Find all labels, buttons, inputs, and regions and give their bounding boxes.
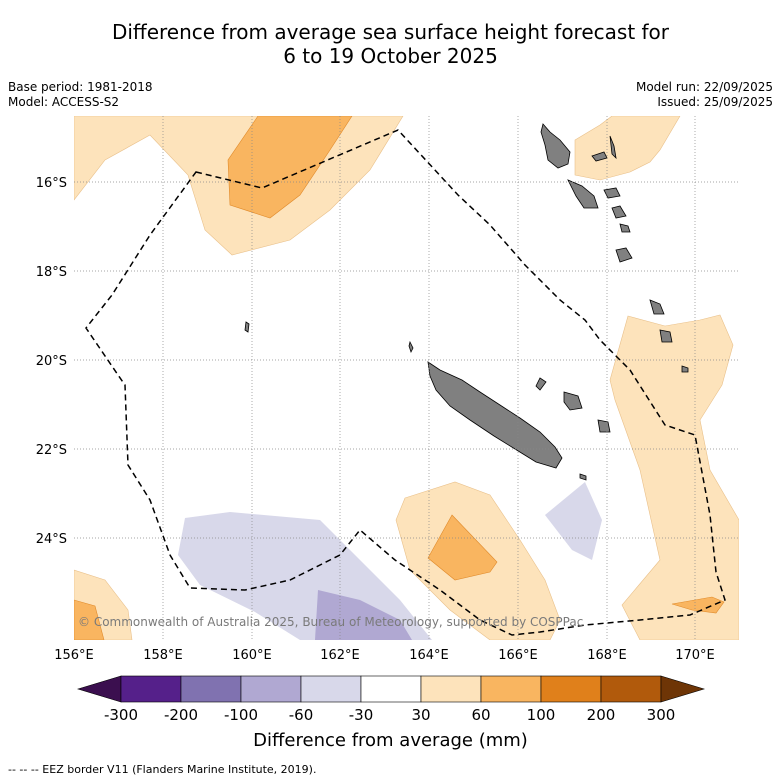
colorbar-tick: -300 — [104, 706, 138, 724]
colorbar-extend-min — [76, 675, 122, 703]
copyright-note: © Commonwealth of Australia 2025, Bureau… — [78, 615, 583, 629]
model-name: Model: ACCESS-S2 — [8, 95, 120, 109]
colorbar — [76, 675, 706, 703]
colorbar-tick: -60 — [289, 706, 314, 724]
island-east-3 — [681, 365, 689, 373]
lon-label: 158°E — [143, 648, 183, 663]
lon-label: 168°E — [587, 648, 627, 663]
issued-date: Issued: 25/09/2025 — [657, 95, 773, 109]
lon-label: 162°E — [320, 648, 360, 663]
island-vanuatu-erromango — [619, 223, 631, 233]
latitude-labels: 16°S 18°S 20°S 22°S 24°S — [36, 176, 67, 547]
base-period: Base period: 1981-2018 — [8, 80, 153, 94]
map-title: Difference from average sea surface heig… — [0, 20, 781, 68]
anomaly-region-east — [609, 314, 739, 640]
colorbar-bin — [120, 675, 182, 703]
title-line-1: Difference from average sea surface heig… — [111, 20, 670, 44]
colorbar-bin — [360, 675, 422, 703]
lat-label: 16°S — [36, 176, 67, 191]
lon-label: 170°E — [675, 648, 715, 663]
colorbar-tick: 200 — [587, 706, 616, 724]
colorbar-tick: 100 — [527, 706, 556, 724]
island-loyalty-ouvea — [535, 377, 547, 391]
colorbar-bin — [600, 675, 662, 703]
colorbar-title: Difference from average (mm) — [253, 730, 528, 751]
island-east-1 — [649, 299, 665, 315]
lon-label: 164°E — [409, 648, 449, 663]
lon-label: 160°E — [232, 648, 272, 663]
map-area: © Commonwealth of Australia 2025, Bureau… — [74, 116, 739, 640]
negative-anomaly-east — [545, 482, 602, 560]
island-vanuatu-efate — [611, 205, 627, 219]
negative-anomaly-strong — [315, 590, 412, 640]
eez-legend: -- -- -- EEZ border V11 (Flanders Marine… — [8, 763, 317, 776]
island-belep — [408, 340, 414, 354]
island-vanuatu-north — [540, 123, 571, 169]
lat-label: 18°S — [36, 265, 67, 280]
island-loyalty-mare — [597, 419, 611, 433]
graticule — [74, 116, 739, 640]
colorbar-tick: -30 — [349, 706, 374, 724]
lon-label: 166°E — [498, 648, 538, 663]
colorbar-tick: -200 — [164, 706, 198, 724]
island-vanuatu-epi — [603, 187, 621, 199]
island-vanuatu-pentecost — [609, 135, 617, 160]
colorbar-tick: -100 — [224, 706, 258, 724]
meta-left: Base period: 1981-2018 Model: ACCESS-S2 — [8, 80, 153, 110]
eez-border — [85, 129, 726, 636]
colorbar-bin — [480, 675, 542, 703]
model-run: Model run: 22/09/2025 — [635, 80, 773, 94]
colorbar-bin — [540, 675, 602, 703]
colorbar-ticks: -300 -200 -100 -60 -30 30 60 100 200 300 — [104, 706, 675, 724]
lon-label: 156°E — [54, 648, 94, 663]
anomaly-strong-south-west — [74, 599, 105, 640]
meta-right: Model run: 22/09/2025 Issued: 25/09/2025 — [636, 80, 773, 110]
anomaly-region-north-east — [574, 116, 681, 181]
anomaly-strong-south — [427, 514, 498, 581]
colorbar-bin — [180, 675, 242, 703]
island-walpole — [579, 473, 587, 481]
colorbar-extend-max — [660, 675, 706, 703]
longitude-labels: 156°E 158°E 160°E 162°E 164°E 166°E 168°… — [54, 648, 715, 663]
lat-label: 22°S — [36, 443, 67, 458]
lat-label: 24°S — [36, 532, 67, 547]
island-east-2 — [659, 329, 673, 343]
colorbar-bin — [300, 675, 362, 703]
island-new-caledonia — [427, 361, 563, 469]
colorbar-bin — [420, 675, 482, 703]
island-vanuatu-tanna — [615, 247, 633, 263]
title-line-2: 6 to 19 October 2025 — [283, 44, 498, 68]
land-masses — [244, 123, 689, 481]
island-chesterfield — [244, 321, 250, 333]
anomaly-strong-north — [227, 116, 353, 219]
anomaly-strong-east — [671, 596, 725, 614]
lat-label: 20°S — [36, 354, 67, 369]
island-vanuatu-malekula — [567, 179, 599, 209]
colorbar-tick: 60 — [471, 706, 490, 724]
colorbar-tick: 30 — [411, 706, 430, 724]
colorbar-bin — [240, 675, 302, 703]
colorbar-tick: 300 — [647, 706, 676, 724]
island-loyalty-lifou — [563, 391, 583, 411]
